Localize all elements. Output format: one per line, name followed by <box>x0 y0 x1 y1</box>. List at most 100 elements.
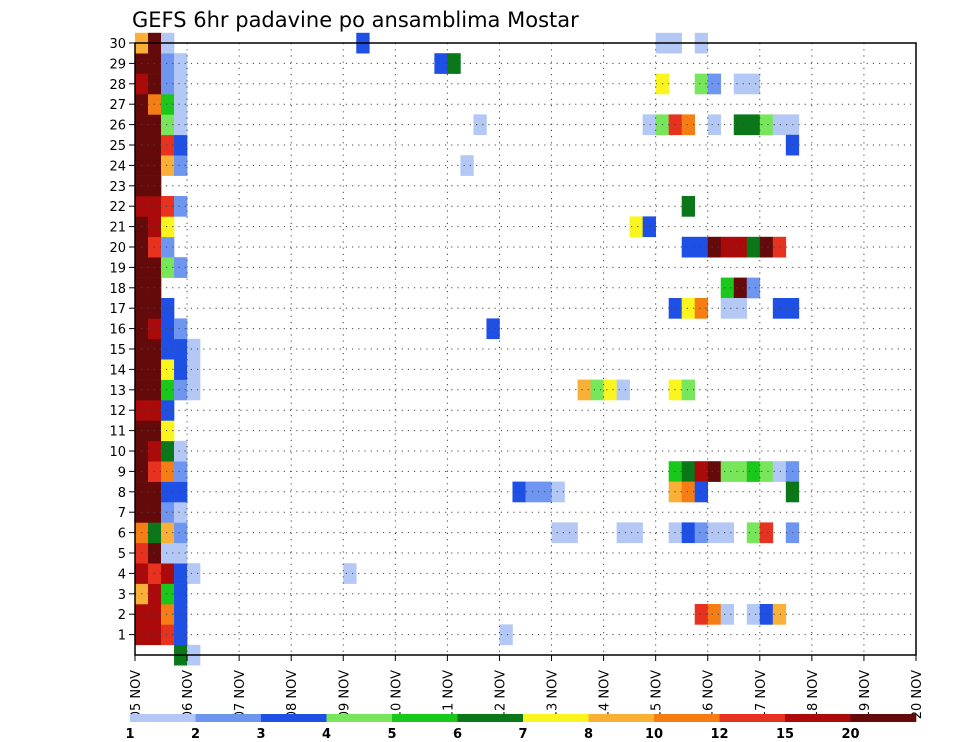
precip-cell <box>746 604 761 625</box>
precip-cell <box>174 155 188 176</box>
precip-cell <box>564 522 578 544</box>
y-tick-label: 27 <box>109 98 126 113</box>
precip-cell <box>486 318 500 340</box>
precip-cell <box>681 461 696 482</box>
colorbar-label: 15 <box>776 727 794 742</box>
precip-cell <box>161 236 175 258</box>
colorbar-segment <box>457 714 524 722</box>
precip-cell <box>746 277 761 299</box>
y-tick-label: 17 <box>109 302 126 317</box>
x-tick-label: 16 NOV <box>702 670 717 719</box>
precip-cell <box>746 522 761 544</box>
colorbar-label: 12 <box>710 727 728 742</box>
x-tick-label: 10 NOV <box>389 670 404 719</box>
precip-cell <box>460 155 474 176</box>
precip-cell <box>174 563 188 584</box>
precip-cell <box>616 522 630 544</box>
precip-cell <box>161 257 175 278</box>
x-tick-label: 18 NOV <box>806 670 821 719</box>
y-tick-label: 9 <box>118 465 126 480</box>
precip-cell <box>161 624 175 646</box>
y-tick-label: 1 <box>118 629 126 644</box>
colorbar-segment <box>719 714 786 722</box>
precip-cell <box>174 624 188 646</box>
precip-cell <box>161 338 175 360</box>
colorbar-label: 8 <box>584 727 593 742</box>
y-tick-label: 25 <box>109 139 126 154</box>
colorbar-label: 6 <box>453 727 462 742</box>
precip-cell <box>174 53 188 74</box>
colorbar-segment <box>130 714 196 722</box>
x-tick-label: 08 NOV <box>285 670 300 719</box>
precip-cell <box>434 53 448 74</box>
precip-cell <box>694 522 709 544</box>
x-tick-label: 19 NOV <box>858 670 873 719</box>
precip-cell <box>512 481 526 503</box>
colorbar-label: 7 <box>518 727 527 742</box>
y-tick-label: 28 <box>109 78 126 93</box>
precip-cell <box>759 461 774 482</box>
precip-cell <box>174 338 188 360</box>
precip-cell <box>681 236 696 258</box>
y-axis: 1234567891011121314151617181920212223242… <box>109 37 135 644</box>
precip-cell <box>694 298 709 319</box>
y-tick-label: 22 <box>109 200 126 215</box>
precip-cell <box>707 461 722 482</box>
precip-cell <box>161 481 175 503</box>
y-tick-label: 19 <box>109 261 126 276</box>
precip-cell <box>447 53 461 74</box>
precip-cell <box>772 604 787 625</box>
x-tick-label: 12 NOV <box>493 670 508 719</box>
precip-cell <box>174 522 188 544</box>
x-tick-label: 11 NOV <box>441 670 456 719</box>
precip-cell <box>681 298 696 319</box>
precip-cell <box>629 216 643 238</box>
precip-cell <box>733 236 748 258</box>
precip-cell <box>187 338 201 360</box>
precip-cell <box>746 114 761 136</box>
y-tick-label: 23 <box>109 180 126 195</box>
precip-cell <box>759 236 774 258</box>
precip-cell <box>551 522 565 544</box>
precip-cell <box>174 604 188 625</box>
precip-cell <box>694 481 709 503</box>
precip-cell <box>161 440 175 462</box>
plot-frame <box>134 42 917 656</box>
precip-cell <box>720 236 735 258</box>
precip-cell <box>174 461 188 482</box>
y-tick-label: 6 <box>118 527 126 542</box>
precip-cell <box>772 114 787 136</box>
precip-cell <box>187 379 201 401</box>
chart-title: GEFS 6hr padavine po ansamblima Mostar <box>132 8 579 32</box>
precip-cell <box>174 440 188 462</box>
x-tick-label: 06 NOV <box>181 670 196 719</box>
colorbar-label: 4 <box>322 727 331 742</box>
colorbar-label: 3 <box>256 727 265 742</box>
precip-cell <box>161 583 175 605</box>
precip-cell <box>720 461 735 482</box>
x-tick-label: 15 NOV <box>650 670 665 719</box>
precip-cell <box>174 542 188 564</box>
precip-cell <box>603 379 617 401</box>
y-tick-label: 15 <box>109 343 126 358</box>
precip-cell <box>616 379 630 401</box>
precip-cell <box>161 563 175 584</box>
precip-cell <box>174 134 188 156</box>
y-tick-label: 13 <box>109 384 126 399</box>
precip-cell <box>161 53 175 74</box>
precip-cell <box>174 502 188 523</box>
precip-cell <box>174 94 188 115</box>
precip-cell <box>772 236 787 258</box>
colorbar-segment <box>326 714 393 722</box>
x-tick-label: 13 NOV <box>546 670 561 719</box>
y-tick-label: 14 <box>109 363 126 378</box>
precip-cell <box>577 379 591 401</box>
y-tick-label: 20 <box>109 241 126 256</box>
precip-cell <box>551 481 565 503</box>
precip-cell <box>694 236 709 258</box>
y-tick-label: 24 <box>109 159 126 174</box>
colorbar-segment <box>588 714 655 722</box>
x-tick-label: 07 NOV <box>233 670 248 719</box>
precip-cell <box>161 359 175 380</box>
